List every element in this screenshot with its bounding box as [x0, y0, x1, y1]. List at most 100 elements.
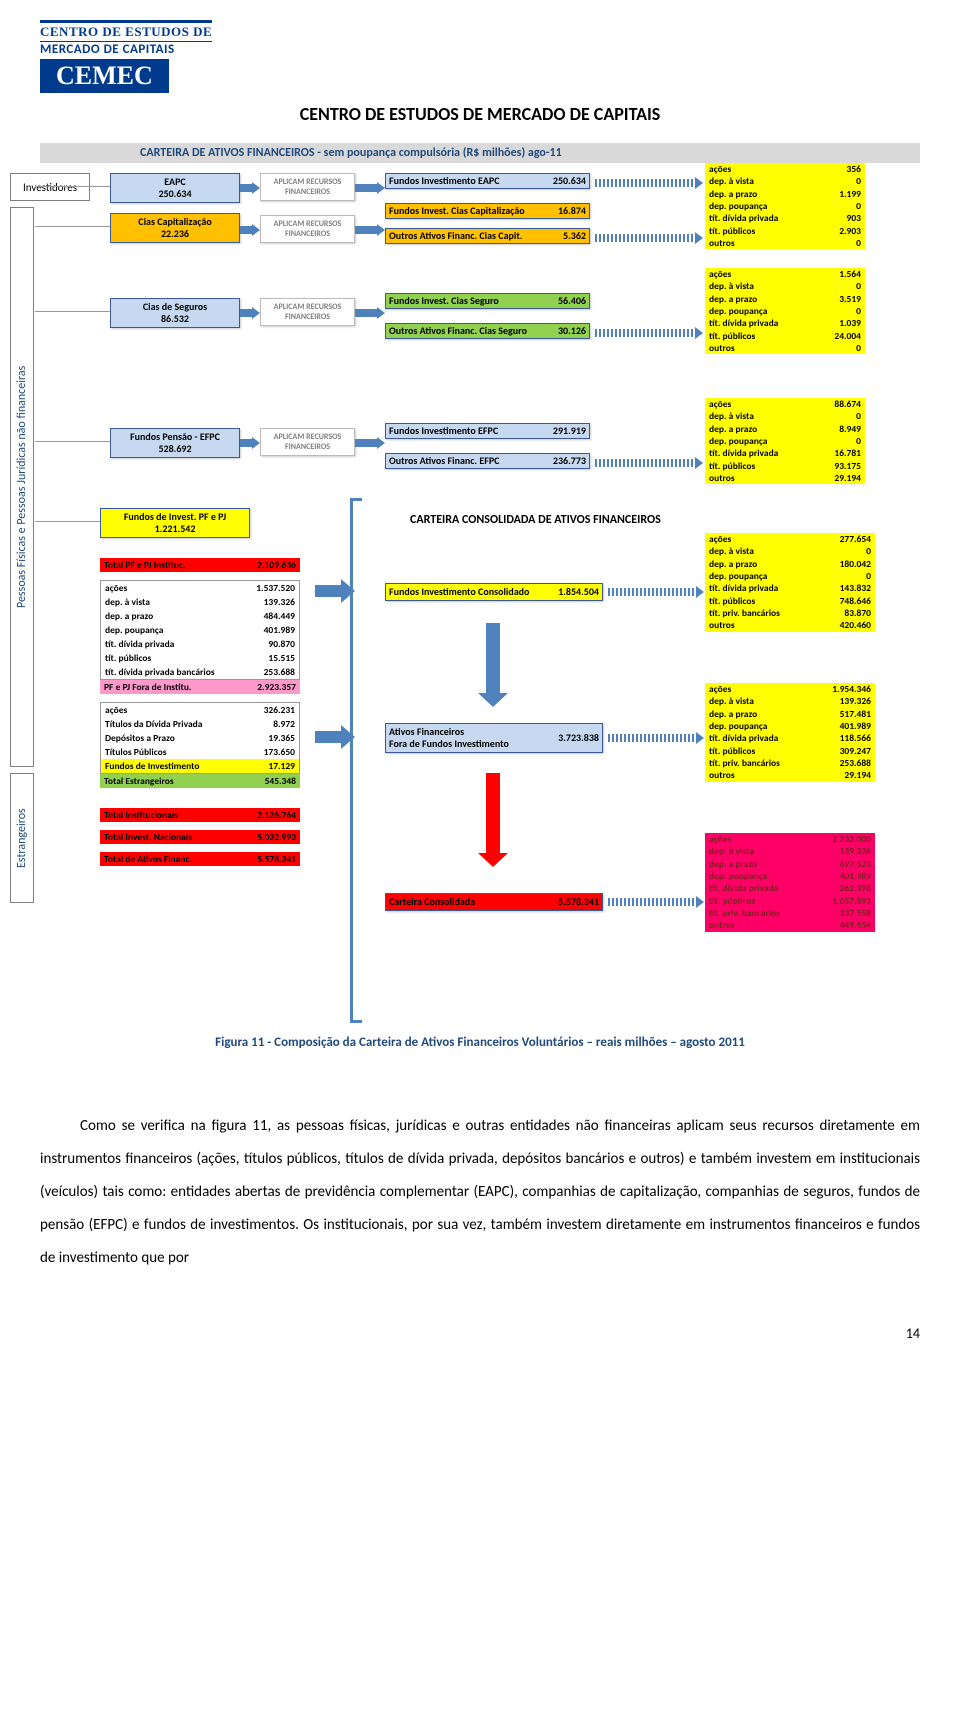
list-item: ações326.231	[101, 703, 299, 717]
mid-fi-cons-value: 1.854.504	[558, 586, 599, 599]
page-title: CENTRO DE ESTUDOS DE MERCADO DE CAPITAIS	[40, 103, 920, 125]
mid-fi-eapc: Fundos Investimento EAPC 250.634	[385, 173, 590, 189]
tot2-label: Total Invest. Nacionais	[104, 831, 192, 843]
logo-block: CENTRO DE ESTUDOS DE MERCADO DE CAPITAIS…	[40, 20, 920, 93]
mid-af-fora-label2: Fora de Fundos Investimento	[389, 737, 509, 750]
fora-header-value: 2.923.357	[257, 681, 296, 693]
connector-line	[35, 226, 110, 227]
list-item: tít. dívida privada90.870	[101, 637, 299, 651]
mid-oaf-seg-value: 30.126	[558, 325, 586, 338]
mid-fi-cap-value: 16.874	[558, 205, 586, 218]
src-pfpj: Fundos de Invest. PF e PJ 1.221.542	[100, 508, 250, 538]
mid-fi-seg: Fundos Invest. Cias Seguro 56.406	[385, 293, 590, 309]
arrow-down-2	[478, 773, 508, 867]
cat-pessoas-label: Pessoas Físicas e Pessoas Jurídicas não …	[12, 207, 32, 767]
src-cias-seg: Cias de Seguros 86.532	[110, 298, 240, 328]
aplicam-1: APLICAM RECURSOS FINANCEIROS	[260, 173, 355, 201]
mid-fi-eapc-label: Fundos Investimento EAPC	[389, 175, 500, 188]
src-cias-seg-value: 86.532	[161, 313, 189, 326]
list-item: dep. poupança401.989	[101, 623, 299, 637]
mid-fi-efpc-value: 291.919	[553, 425, 586, 438]
breakdown-seg: ações1.564dep. à vista0dep. a prazo3.519…	[705, 268, 865, 354]
tot1-label: Total Institucionais	[104, 809, 178, 821]
logo-brand: CEMEC	[40, 59, 169, 93]
src-eapc: EAPC 250.634	[110, 173, 240, 203]
src-efpc-value: 528.692	[158, 443, 191, 456]
list-item: Depósitos a Prazo19.365	[101, 731, 299, 745]
mid-fi-seg-value: 56.406	[558, 295, 586, 308]
connector-line	[35, 441, 110, 442]
mid-oaf-cap-label: Outros Ativos Financ. Cias Capit.	[389, 230, 522, 243]
tot-ativos-financ: Total de Ativos Financ. 5.578.341	[100, 852, 300, 866]
tot-estrangeiros-label: Total Estrangeiros	[104, 775, 174, 787]
mid-oaf-efpc: Outros Ativos Financ. EFPC 236.773	[385, 453, 590, 469]
src-eapc-value: 250.634	[158, 188, 191, 201]
mid-fi-eapc-value: 250.634	[553, 175, 586, 188]
breakdown-efpc: ações88.674dep. à vista0dep. a prazo8.94…	[705, 398, 865, 484]
src-efpc: Fundos Pensão - EFPC 528.692	[110, 428, 240, 458]
instituc-breakdown: ações1.537.520dep. à vista139.326dep. a …	[100, 580, 300, 680]
cat-investidores-label: Investidores	[23, 181, 77, 194]
mid-af-fora-label1: Ativos Financeiros	[389, 725, 464, 738]
mid-carteira-value: 5.578.341	[558, 896, 599, 909]
logo-line2: MERCADO DE CAPITAIS	[40, 42, 175, 57]
mid-carteira: Carteira Consolidada 5.578.341	[385, 893, 603, 911]
tot3-label: Total de Ativos Financ.	[104, 853, 192, 865]
arrow-down-1	[478, 623, 508, 707]
cat-investidores: Investidores	[10, 173, 90, 201]
mid-fi-efpc-label: Fundos Investimento EFPC	[389, 425, 498, 438]
list-item: Títulos Públicos173.650	[101, 745, 299, 759]
figure-caption: Figura 11 - Composição da Carteira de At…	[40, 1035, 920, 1050]
list-item: dep. a prazo484.449	[101, 609, 299, 623]
body-paragraph: Como se verifica na figura 11, as pessoa…	[40, 1110, 920, 1275]
mid-fi-cons: Fundos Investimento Consolidado 1.854.50…	[385, 583, 603, 601]
breakdown-eapc-cap: ações356dep. à vista0dep. a prazo1.199de…	[705, 163, 865, 249]
aplicam-3: APLICAM RECURSOS FINANCEIROS	[260, 298, 355, 326]
breakdown-carteira: ações2.232.000dep. à vista139.326dep. a …	[705, 833, 875, 932]
fora-header: PF e PJ Fora de Institu. 2.923.357	[100, 680, 300, 694]
logo-line1: CENTRO DE ESTUDOS DE	[40, 20, 212, 42]
tot-nacionais: Total Invest. Nacionais 5.032.993	[100, 830, 300, 844]
mid-fi-seg-label: Fundos Invest. Cias Seguro	[389, 295, 499, 308]
tot-estrangeiros: Total Estrangeiros 545.348	[100, 774, 300, 788]
mid-fi-cap: Fundos Invest. Cias Capitalização 16.874	[385, 203, 590, 219]
tot2-value: 5.032.993	[257, 831, 296, 843]
mid-fi-efpc: Fundos Investimento EFPC 291.919	[385, 423, 590, 439]
connector-line	[35, 311, 110, 312]
tot-estrangeiros-value: 545.348	[265, 775, 296, 787]
connector-line	[35, 186, 110, 187]
fora-header-label: PF e PJ Fora de Institu.	[104, 681, 191, 693]
mid-af-fora-value: 3.723.838	[558, 732, 599, 745]
src-pfpj-value: 1.221.542	[155, 523, 196, 536]
arrow-into-fora	[315, 725, 355, 749]
tot3-value: 5.578.341	[257, 853, 296, 865]
mid-fi-cons-label: Fundos Investimento Consolidado	[389, 586, 529, 599]
tot-instituc-label: Total PF e PJ Instituc.	[104, 559, 185, 571]
estrangeiros-breakdown: ações326.231Títulos da Dívida Privada8.9…	[100, 702, 300, 774]
breakdown-fora: ações1.954.346dep. à vista139.326dep. a …	[705, 683, 875, 782]
src-cias-cap: Cias Capitalização 22.236	[110, 213, 240, 243]
mid-oaf-seg: Outros Ativos Financ. Cias Seguro 30.126	[385, 323, 590, 339]
breakdown-cons-fi: ações277.654dep. à vista0dep. a prazo180…	[705, 533, 875, 632]
mid-oaf-efpc-value: 236.773	[553, 455, 586, 468]
tot-instituc: Total PF e PJ Instituc. 2.109.636	[100, 558, 300, 572]
page-number: 14	[40, 1325, 920, 1342]
list-item: ações1.537.520	[101, 581, 299, 595]
chart-banner: CARTEIRA DE ATIVOS FINANCEIROS - sem pou…	[40, 143, 920, 163]
list-item: tít. públicos15.515	[101, 651, 299, 665]
tot-instituc-value: 2.109.636	[257, 559, 296, 571]
consolidated-title: CARTEIRA CONSOLIDADA DE ATIVOS FINANCEIR…	[410, 513, 661, 527]
aplicam-2: APLICAM RECURSOS FINANCEIROS	[260, 215, 355, 243]
mid-carteira-label: Carteira Consolidada	[389, 896, 475, 909]
mid-af-fora: Ativos Financeiros Fora de Fundos Invest…	[385, 723, 603, 753]
list-item: tít. dívida privada bancários253.688	[101, 665, 299, 679]
mid-oaf-cap-value: 5.362	[563, 230, 586, 243]
list-item: Fundos de Investimento17.129	[101, 759, 299, 773]
arrow-into-fi-cons	[315, 579, 355, 603]
totals-block: Total PF e PJ Instituc. 2.109.636 ações1…	[100, 558, 300, 866]
cat-estrangeiros-label: Estrangeiros	[12, 773, 32, 903]
src-cias-cap-value: 22.236	[161, 228, 189, 241]
tot1-value: 2.126.764	[257, 809, 296, 821]
bracket-consolidated	[350, 498, 362, 1023]
list-item: Títulos da Dívida Privada8.972	[101, 717, 299, 731]
